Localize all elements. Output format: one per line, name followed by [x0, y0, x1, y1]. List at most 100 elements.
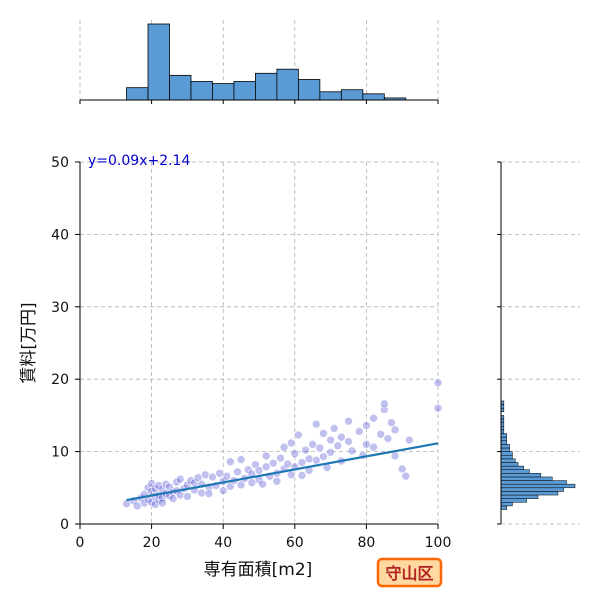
- scatter-point: [201, 470, 210, 480]
- scatter-point: [132, 501, 142, 511]
- scatter-point: [254, 466, 264, 475]
- scatter-point: [397, 464, 407, 474]
- scatter-point: [168, 494, 178, 503]
- main-scatter-plot: 0 20 40 60 80 100 0 10 20 30 40 50: [51, 155, 451, 551]
- scatter-point: [308, 440, 318, 449]
- scatter-point: [154, 481, 164, 490]
- x-tick-label: 20: [143, 535, 161, 551]
- right-hist-bar: [500, 433, 507, 438]
- top-hist-bar: [190, 81, 213, 101]
- right-hist-bar: [500, 491, 559, 496]
- top-hist-bar: [233, 81, 256, 101]
- area-badge-box: [376, 557, 443, 588]
- scatter-point: [283, 459, 292, 469]
- scatter-point: [175, 474, 185, 484]
- scatter-point: [276, 453, 285, 463]
- scatter-point: [286, 438, 296, 448]
- scatter-point: [269, 458, 278, 468]
- x-tick-label: 100: [425, 535, 452, 551]
- scatter-point: [150, 500, 160, 509]
- scatter-point: [236, 455, 246, 464]
- right-hist-bar: [500, 483, 576, 489]
- scatter-point: [297, 471, 307, 480]
- scatter-point: [387, 418, 396, 427]
- right-hist-bar: [500, 505, 507, 510]
- scatter-point: [272, 476, 282, 486]
- scatter-point: [354, 427, 364, 436]
- scatter-point: [319, 429, 328, 438]
- scatter-point: [311, 455, 321, 465]
- scatter-point: [344, 416, 353, 426]
- right-hist-bar: [500, 458, 516, 463]
- scatter-point: [161, 479, 171, 489]
- scatter-point: [433, 378, 443, 388]
- scatter-point: [383, 434, 393, 443]
- scatter-point: [261, 462, 271, 472]
- scatter-point: [158, 498, 167, 508]
- x-tick-label: 40: [214, 535, 232, 551]
- scatter-point: [376, 429, 386, 439]
- top-hist-bar: [255, 72, 278, 101]
- right-hist-bar: [500, 494, 539, 499]
- scatter-point: [390, 451, 400, 461]
- top-hist-bar: [319, 91, 342, 101]
- scatter-point: [140, 498, 149, 508]
- right-hist-bar: [500, 447, 510, 452]
- scatter-point: [315, 443, 325, 453]
- scatter-point: [150, 484, 160, 493]
- scatter-point: [362, 440, 371, 449]
- scatter-point: [326, 448, 335, 457]
- top-hist-bar: [276, 68, 299, 101]
- scatter-point: [122, 499, 131, 509]
- scatter-point: [279, 442, 289, 452]
- scatter-point: [379, 399, 389, 409]
- scatter-point: [226, 457, 235, 467]
- area-badge: 守山区: [376, 557, 443, 588]
- scatter-point: [304, 454, 314, 464]
- right-hist-bar: [500, 444, 510, 449]
- y-tick-label: 50: [51, 155, 69, 171]
- right-hist-bar: [500, 462, 519, 467]
- scatter-point: [236, 480, 246, 490]
- right-hist-bar: [500, 502, 513, 507]
- y-tick-label: 0: [60, 517, 69, 533]
- right-hist-bar: [500, 476, 553, 481]
- scatter-point: [197, 488, 207, 498]
- scatter-point: [183, 492, 192, 501]
- top-marginal-histogram: [79, 20, 439, 104]
- scatter-point: [297, 458, 307, 467]
- scatter-point: [233, 467, 242, 477]
- scatter-point: [204, 489, 214, 498]
- scatter-point: [301, 445, 310, 455]
- scatter-point: [401, 471, 411, 481]
- right-hist-bar: [500, 480, 567, 485]
- scatter-point: [147, 479, 156, 488]
- scatter-point: [369, 442, 378, 452]
- top-hist-bar: [362, 93, 385, 101]
- right-hist-bar: [500, 451, 513, 456]
- y-tick-label: 30: [51, 300, 69, 316]
- top-hist-bar: [212, 83, 235, 101]
- right-hist-bar: [500, 440, 507, 445]
- scatter-point: [286, 470, 296, 480]
- y-tick-label: 20: [51, 372, 69, 388]
- scatter-point: [143, 483, 153, 493]
- scatter-point: [261, 451, 271, 461]
- x-tick-label: 80: [357, 535, 375, 551]
- scatter-point: [329, 424, 339, 433]
- scatter-point: [433, 403, 443, 413]
- scatter-point: [215, 469, 224, 478]
- y-tick-label: 10: [51, 445, 69, 461]
- top-hist-bar: [126, 87, 149, 101]
- right-hist-bar: [500, 487, 564, 492]
- y-tick-label: 40: [51, 227, 69, 243]
- scatter-point: [311, 419, 321, 429]
- scatter-point: [344, 437, 353, 446]
- y-axis-label: 賃料[万円]: [19, 302, 39, 383]
- right-hist-bar: [500, 498, 527, 503]
- scatter-point: [390, 425, 400, 435]
- scatter-point: [290, 449, 300, 459]
- scatter-point: [258, 479, 267, 489]
- x-tick-label: 0: [76, 535, 85, 551]
